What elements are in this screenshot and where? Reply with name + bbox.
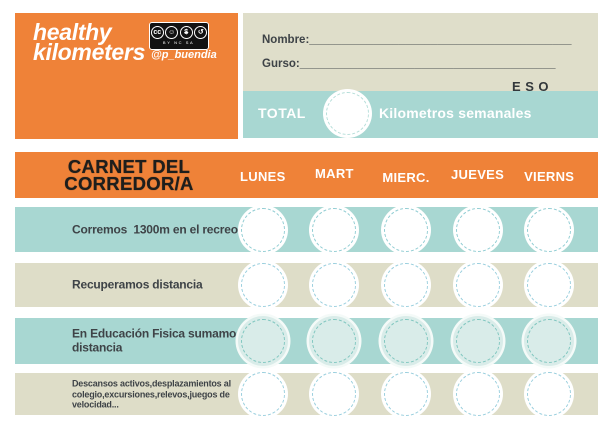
kilometer-circle[interactable] bbox=[452, 260, 503, 310]
activity-label: Descansos activos,desplazamientos al col… bbox=[72, 378, 231, 410]
day-header-mart: MART bbox=[315, 165, 354, 181]
cc-license-caption: BY NC SA bbox=[163, 40, 195, 46]
level-label: ESO bbox=[512, 79, 553, 94]
circle-cell bbox=[227, 204, 299, 255]
circle-cell bbox=[370, 260, 442, 310]
circle-cell bbox=[442, 316, 514, 366]
total-unit-label: Kilometros semanales bbox=[379, 105, 532, 121]
activity-row-descansos: Descansos activos,desplazamientos al col… bbox=[15, 369, 598, 419]
student-info-panel: Nombre:_________________________________… bbox=[243, 13, 598, 94]
kilometer-circle[interactable] bbox=[380, 204, 431, 255]
circle-cell bbox=[513, 260, 585, 310]
day-header-col: MIERC. bbox=[370, 152, 442, 198]
circle-cell bbox=[370, 369, 442, 419]
day-header-col: MART bbox=[299, 152, 371, 198]
logo-block: healthy kilometers cc ☺ $ ↺ BY NC SA @p_… bbox=[15, 13, 238, 139]
app-title-line1: healthy bbox=[33, 19, 112, 45]
circle-row bbox=[227, 369, 585, 419]
kilometer-circle[interactable] bbox=[309, 369, 360, 419]
non-commercial-dollar-icon: $ bbox=[179, 26, 193, 39]
circle-cell bbox=[442, 369, 514, 419]
kilometer-circle[interactable] bbox=[380, 316, 431, 366]
total-label: TOTAL bbox=[258, 105, 306, 121]
class-fill-line[interactable]: ________________________________________ bbox=[299, 58, 556, 70]
class-label: Gurso: bbox=[262, 58, 300, 70]
name-label: Nombre: bbox=[262, 34, 310, 46]
day-header-col: JUEVES bbox=[442, 152, 514, 198]
day-header-col: LUNES bbox=[227, 152, 299, 198]
attribution-person-icon: ☺ bbox=[165, 26, 179, 39]
app-title-line2: kilometers bbox=[33, 39, 146, 65]
circle-cell bbox=[299, 369, 371, 419]
circle-cell bbox=[370, 316, 442, 366]
card-title: CARNET DEL CORREDOR/A bbox=[30, 156, 228, 194]
circle-cell bbox=[299, 316, 371, 366]
name-fill-line[interactable]: ________________________________________… bbox=[309, 34, 572, 46]
circle-cell bbox=[299, 260, 371, 310]
circle-row bbox=[227, 204, 585, 255]
cc-license-icons: cc ☺ $ ↺ bbox=[150, 26, 208, 39]
circle-cell bbox=[442, 260, 514, 310]
circle-cell bbox=[299, 204, 371, 255]
kilometer-circle[interactable] bbox=[524, 316, 575, 366]
share-alike-arrow-icon: ↺ bbox=[194, 26, 208, 39]
card-title-line2: CORREDOR/A bbox=[64, 173, 194, 194]
activity-row-educacion-fisica: En Educación Fisica sumamos distancia bbox=[15, 316, 598, 366]
circle-row bbox=[227, 316, 585, 366]
activity-label: Recuperamos distancia bbox=[72, 277, 203, 292]
day-header-lunes: LUNES bbox=[240, 168, 286, 184]
day-header-jueves: JUEVES bbox=[451, 166, 505, 182]
class-row: Gurso:__________________________________… bbox=[262, 58, 592, 70]
kilometer-circle[interactable] bbox=[309, 316, 360, 366]
kilometer-circle[interactable] bbox=[237, 260, 288, 310]
circle-cell bbox=[227, 260, 299, 310]
cc-icon: cc bbox=[150, 26, 164, 39]
day-header-row: LUNES MART MIERC. JUEVES VIERNS bbox=[227, 152, 585, 198]
kilometer-circle[interactable] bbox=[452, 204, 503, 255]
day-header-col: VIERNS bbox=[513, 152, 585, 198]
kilometer-circle[interactable] bbox=[524, 204, 575, 255]
circle-cell bbox=[227, 316, 299, 366]
activity-row-recreo: Corremos 1300m en el recreo bbox=[15, 204, 598, 255]
app-title: healthy kilometers bbox=[33, 19, 146, 65]
kilometer-circle[interactable] bbox=[237, 369, 288, 419]
kilometer-circle[interactable] bbox=[380, 369, 431, 419]
kilometer-circle[interactable] bbox=[309, 260, 360, 310]
circle-cell bbox=[513, 369, 585, 419]
kilometer-circle[interactable] bbox=[237, 316, 288, 366]
instagram-handle: @p_buendia bbox=[151, 49, 217, 61]
kilometer-circle[interactable] bbox=[309, 204, 360, 255]
circle-cell bbox=[370, 204, 442, 255]
circle-row bbox=[227, 260, 585, 310]
name-row: Nombre:_________________________________… bbox=[262, 34, 592, 46]
circle-cell bbox=[442, 204, 514, 255]
day-header-vierns: VIERNS bbox=[524, 168, 575, 184]
circle-cell bbox=[227, 369, 299, 419]
total-bar: TOTAL Kilometros semanales bbox=[243, 89, 598, 138]
kilometer-circle[interactable] bbox=[524, 369, 575, 419]
kilometer-circle[interactable] bbox=[380, 260, 431, 310]
card-header-band: CARNET DEL CORREDOR/A LUNES MART MIERC. … bbox=[15, 152, 598, 198]
total-kilometers-circle[interactable] bbox=[323, 89, 372, 138]
circle-cell bbox=[513, 204, 585, 255]
card-title-line1: CARNET DEL bbox=[67, 156, 191, 177]
kilometer-circle[interactable] bbox=[452, 369, 503, 419]
kilometer-circle[interactable] bbox=[524, 260, 575, 310]
day-header-mierc: MIERC. bbox=[382, 169, 430, 185]
activity-label: Corremos 1300m en el recreo bbox=[72, 221, 238, 236]
kilometer-circle[interactable] bbox=[237, 204, 288, 255]
activity-row-recuperamos: Recuperamos distancia bbox=[15, 260, 598, 310]
activity-label: En Educación Fisica sumamos distancia bbox=[72, 326, 243, 354]
cc-license-badge: cc ☺ $ ↺ BY NC SA bbox=[149, 22, 209, 50]
kilometer-circle[interactable] bbox=[452, 316, 503, 366]
circle-cell bbox=[513, 316, 585, 366]
